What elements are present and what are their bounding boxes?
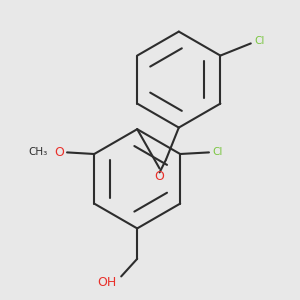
Text: OH: OH bbox=[97, 276, 116, 289]
Text: O: O bbox=[54, 146, 64, 159]
Text: Cl: Cl bbox=[212, 147, 223, 158]
Text: O: O bbox=[155, 170, 164, 183]
Text: CH₃: CH₃ bbox=[28, 147, 48, 158]
Text: Cl: Cl bbox=[254, 36, 264, 46]
